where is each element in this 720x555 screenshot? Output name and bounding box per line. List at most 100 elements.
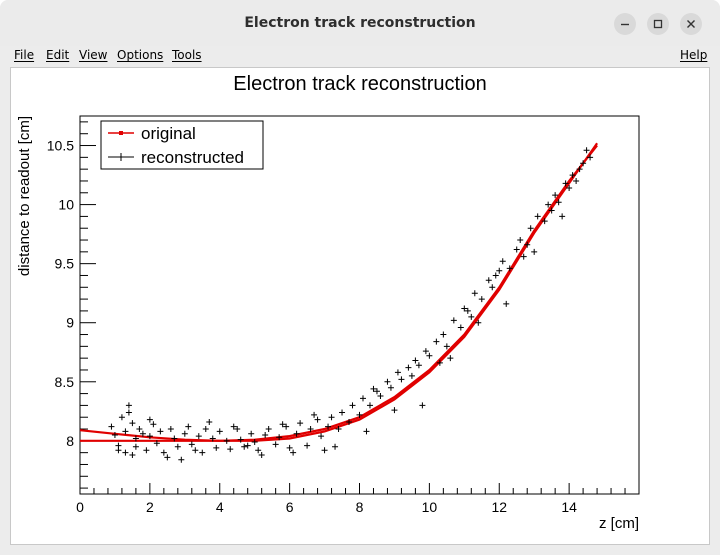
- reconstructed-point: [552, 192, 559, 199]
- reconstructed-point: [157, 428, 164, 435]
- reconstructed-point: [111, 431, 118, 438]
- reconstructed-point: [132, 435, 139, 442]
- reconstructed-point: [447, 355, 454, 362]
- reconstructed-point: [132, 443, 139, 450]
- reconstructed-point: [339, 409, 346, 416]
- menu-tools[interactable]: Tools: [172, 48, 202, 62]
- legend-box: [100, 120, 264, 170]
- menu-edit[interactable]: Edit: [46, 48, 70, 62]
- legend-marker-original: [119, 131, 123, 135]
- x-tick-label: 2: [146, 499, 154, 515]
- reconstructed-point: [450, 317, 457, 324]
- legend-label-reconstructed: reconstructed: [141, 148, 244, 167]
- reconstructed-point: [223, 437, 230, 444]
- reconstructed-point: [216, 428, 223, 435]
- y-tick-label: 10.5: [47, 138, 74, 154]
- y-tick-label: 8.5: [55, 374, 75, 390]
- reconstructed-point: [146, 416, 153, 423]
- reconstructed-point: [440, 331, 447, 338]
- reconstructed-point: [464, 307, 471, 314]
- reconstructed-point: [115, 447, 122, 454]
- reconstructed-point: [384, 378, 391, 385]
- reconstructed-point: [583, 147, 590, 154]
- reconstructed-point: [548, 207, 555, 214]
- reconstructed-point: [513, 246, 520, 253]
- reconstructed-point: [276, 434, 283, 441]
- reconstructed-point: [153, 440, 160, 447]
- reconstructed-point: [227, 446, 234, 453]
- reconstructed-point: [545, 201, 552, 208]
- reconstructed-point: [419, 402, 426, 409]
- reconstructed-point: [290, 449, 297, 456]
- reconstructed-point: [332, 443, 339, 450]
- reconstructed-point: [321, 447, 328, 454]
- reconstructed-point: [492, 272, 499, 279]
- reconstructed-point: [506, 265, 513, 272]
- reconstructed-point: [311, 411, 318, 418]
- menu-view[interactable]: View: [79, 48, 108, 62]
- reconstructed-point: [143, 447, 150, 454]
- reconstructed-point: [160, 449, 167, 456]
- series-layer: [79, 142, 599, 463]
- menu-options[interactable]: Options: [117, 48, 164, 62]
- reconstructed-point: [209, 435, 216, 442]
- reconstructed-point: [335, 426, 342, 433]
- reconstructed-point: [373, 388, 380, 395]
- legend-label-original: original: [141, 124, 196, 143]
- reconstructed-point: [283, 423, 290, 430]
- reconstructed-point: [576, 166, 583, 173]
- reconstructed-point: [566, 185, 573, 192]
- reconstructed-point: [234, 426, 241, 433]
- reconstructed-point: [426, 352, 433, 359]
- reconstructed-point: [422, 348, 429, 355]
- reconstructed-point: [178, 456, 185, 463]
- reconstructed-point: [146, 433, 153, 440]
- reconstructed-point: [408, 372, 415, 379]
- reconstructed-point: [524, 241, 531, 248]
- y-tick-label: 9: [66, 315, 74, 331]
- reconstructed-point: [366, 402, 373, 409]
- menu-file[interactable]: File: [14, 48, 35, 62]
- close-icon: [687, 20, 695, 28]
- reconstructed-point: [139, 430, 146, 437]
- reconstructed-point: [489, 284, 496, 291]
- reconstructed-point: [136, 426, 143, 433]
- reconstructed-point: [314, 416, 321, 423]
- axes: 0 2 4 6 8 10 12 14 8 8.5 9 9.5 10 10.5: [47, 121, 640, 515]
- reconstructed-point: [328, 414, 335, 421]
- reconstructed-point: [587, 154, 594, 161]
- reconstructed-point: [517, 237, 524, 244]
- minimize-button[interactable]: [614, 13, 636, 35]
- reconstructed-point: [475, 319, 482, 326]
- reconstructed-point: [346, 418, 353, 425]
- reconstructed-point: [188, 441, 195, 448]
- reconstructed-point: [185, 423, 192, 430]
- title-bar[interactable]: Electron track reconstruction: [0, 0, 720, 47]
- y-axis-label: distance to readout [cm]: [16, 116, 33, 276]
- reconstructed-point: [150, 421, 157, 428]
- window-title: Electron track reconstruction: [244, 15, 476, 31]
- reconstructed-point: [478, 296, 485, 303]
- maximize-icon: [653, 19, 663, 29]
- reconstructed-point: [580, 160, 587, 167]
- reconstructed-point: [562, 180, 569, 187]
- reconstructed-point: [167, 426, 174, 433]
- reconstructed-point: [559, 213, 566, 220]
- reconstructed-point: [213, 444, 220, 451]
- reconstructed-point: [520, 253, 527, 260]
- menu-bar: File Edit View Options Tools Help: [0, 46, 720, 66]
- reconstructed-point: [325, 423, 332, 430]
- reconstructed-point: [485, 277, 492, 284]
- reconstructed-point: [122, 428, 129, 435]
- reconstructed-point: [118, 414, 125, 421]
- maximize-button[interactable]: [647, 13, 669, 35]
- reconstructed-point: [202, 426, 209, 433]
- menu-help[interactable]: Help: [680, 48, 708, 62]
- close-button[interactable]: [680, 13, 702, 35]
- reconstructed-point: [248, 430, 255, 437]
- reconstructed-point: [255, 447, 262, 454]
- reconstructed-point: [569, 172, 576, 179]
- reconstructed-point: [415, 362, 422, 369]
- reconstructed-point: [244, 442, 251, 449]
